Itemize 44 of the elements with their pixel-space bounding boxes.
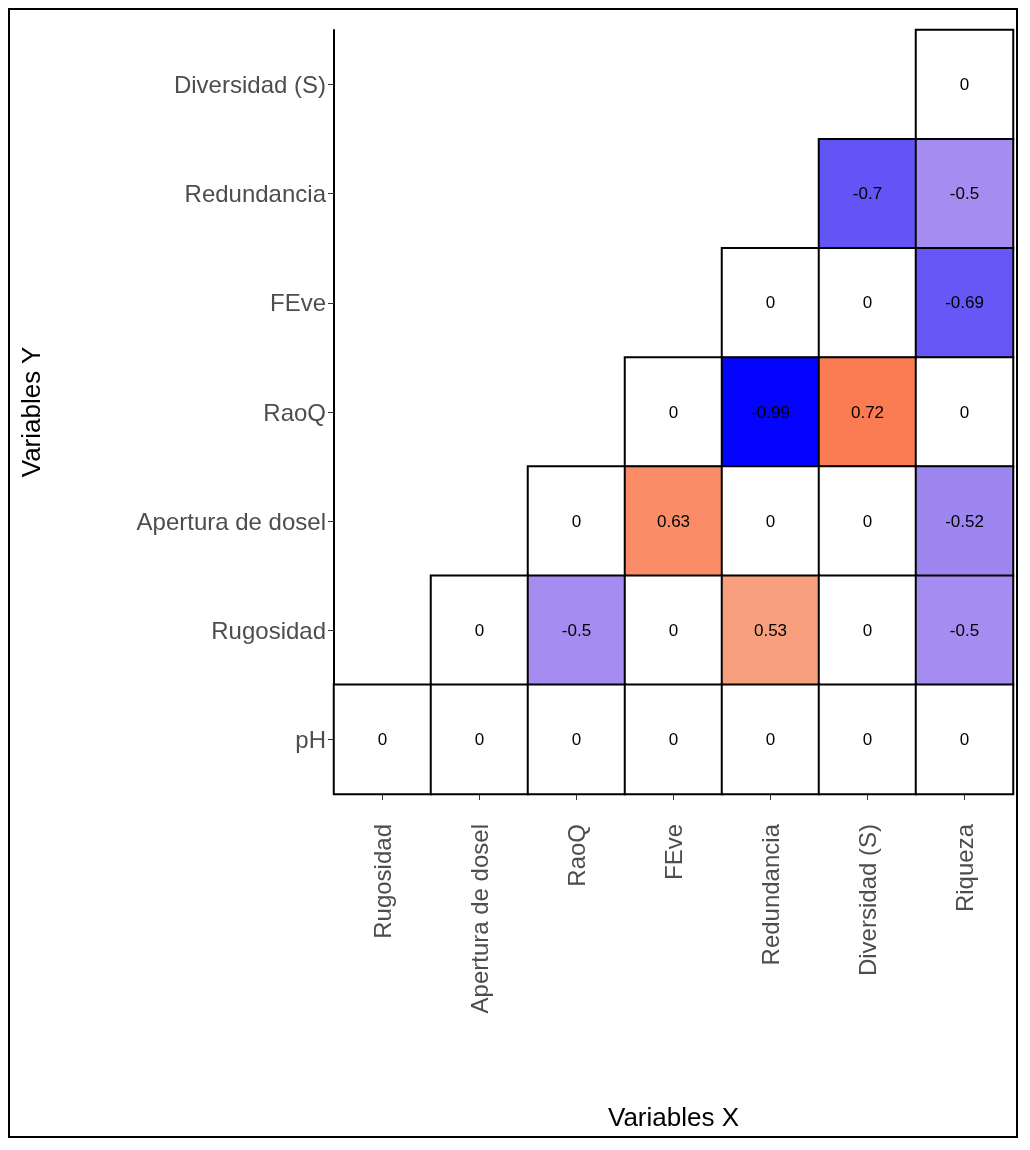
data-label: -0.5	[949, 620, 980, 640]
y-tick-label: pH	[295, 725, 326, 753]
data-label: 0	[474, 620, 485, 640]
data-label: 0.53	[753, 620, 788, 640]
x-tick-label: Diversidad (S)	[854, 824, 881, 977]
y-tick-label: FEve	[269, 289, 326, 317]
data-label: 0	[862, 511, 873, 531]
data-label: 0	[377, 729, 388, 749]
data-label: 0	[668, 402, 679, 422]
y-tick-label: Rugosidad	[211, 616, 326, 644]
data-label: 0	[765, 293, 776, 313]
x-tick-label: Redundancia	[757, 823, 784, 966]
data-label: 0	[571, 729, 582, 749]
y-axis-title: Variables Y	[16, 346, 46, 478]
x-tick-label: RaoQ	[563, 824, 590, 887]
data-label: -0.7	[852, 184, 883, 204]
data-label: -0.99	[751, 402, 790, 422]
data-label: 0	[765, 729, 776, 749]
data-label: 0.63	[656, 511, 691, 531]
data-label: 0	[862, 293, 873, 313]
data-label: 0	[959, 75, 970, 95]
data-label: 0	[765, 511, 776, 531]
data-label: 0	[959, 402, 970, 422]
y-tick-label: Apertura de dosel	[136, 507, 326, 535]
y-tick-label: Diversidad (S)	[173, 71, 326, 99]
data-label: -0.52	[945, 511, 984, 531]
data-label: -0.5	[561, 620, 592, 640]
data-label: 0	[474, 729, 485, 749]
data-label: 0	[959, 729, 970, 749]
data-label: 0	[571, 511, 582, 531]
x-axis-title: Variables X	[607, 1102, 740, 1132]
y-tick-label: Redundancia	[184, 180, 327, 208]
x-tick-label: Apertura de dosel	[466, 824, 493, 1014]
y-tick-label: RaoQ	[263, 398, 326, 426]
data-label: 0.72	[850, 402, 885, 422]
data-label: 0	[862, 620, 873, 640]
data-label: -0.69	[945, 293, 984, 313]
x-tick-label: Riqueza	[951, 823, 978, 913]
data-label: -0.5	[949, 184, 980, 204]
data-label: 0	[668, 620, 679, 640]
data-label: 0	[668, 729, 679, 749]
x-tick-label: Rugosidad	[369, 824, 396, 939]
x-tick-label: FEve	[660, 824, 687, 881]
data-label: 0	[862, 729, 873, 749]
